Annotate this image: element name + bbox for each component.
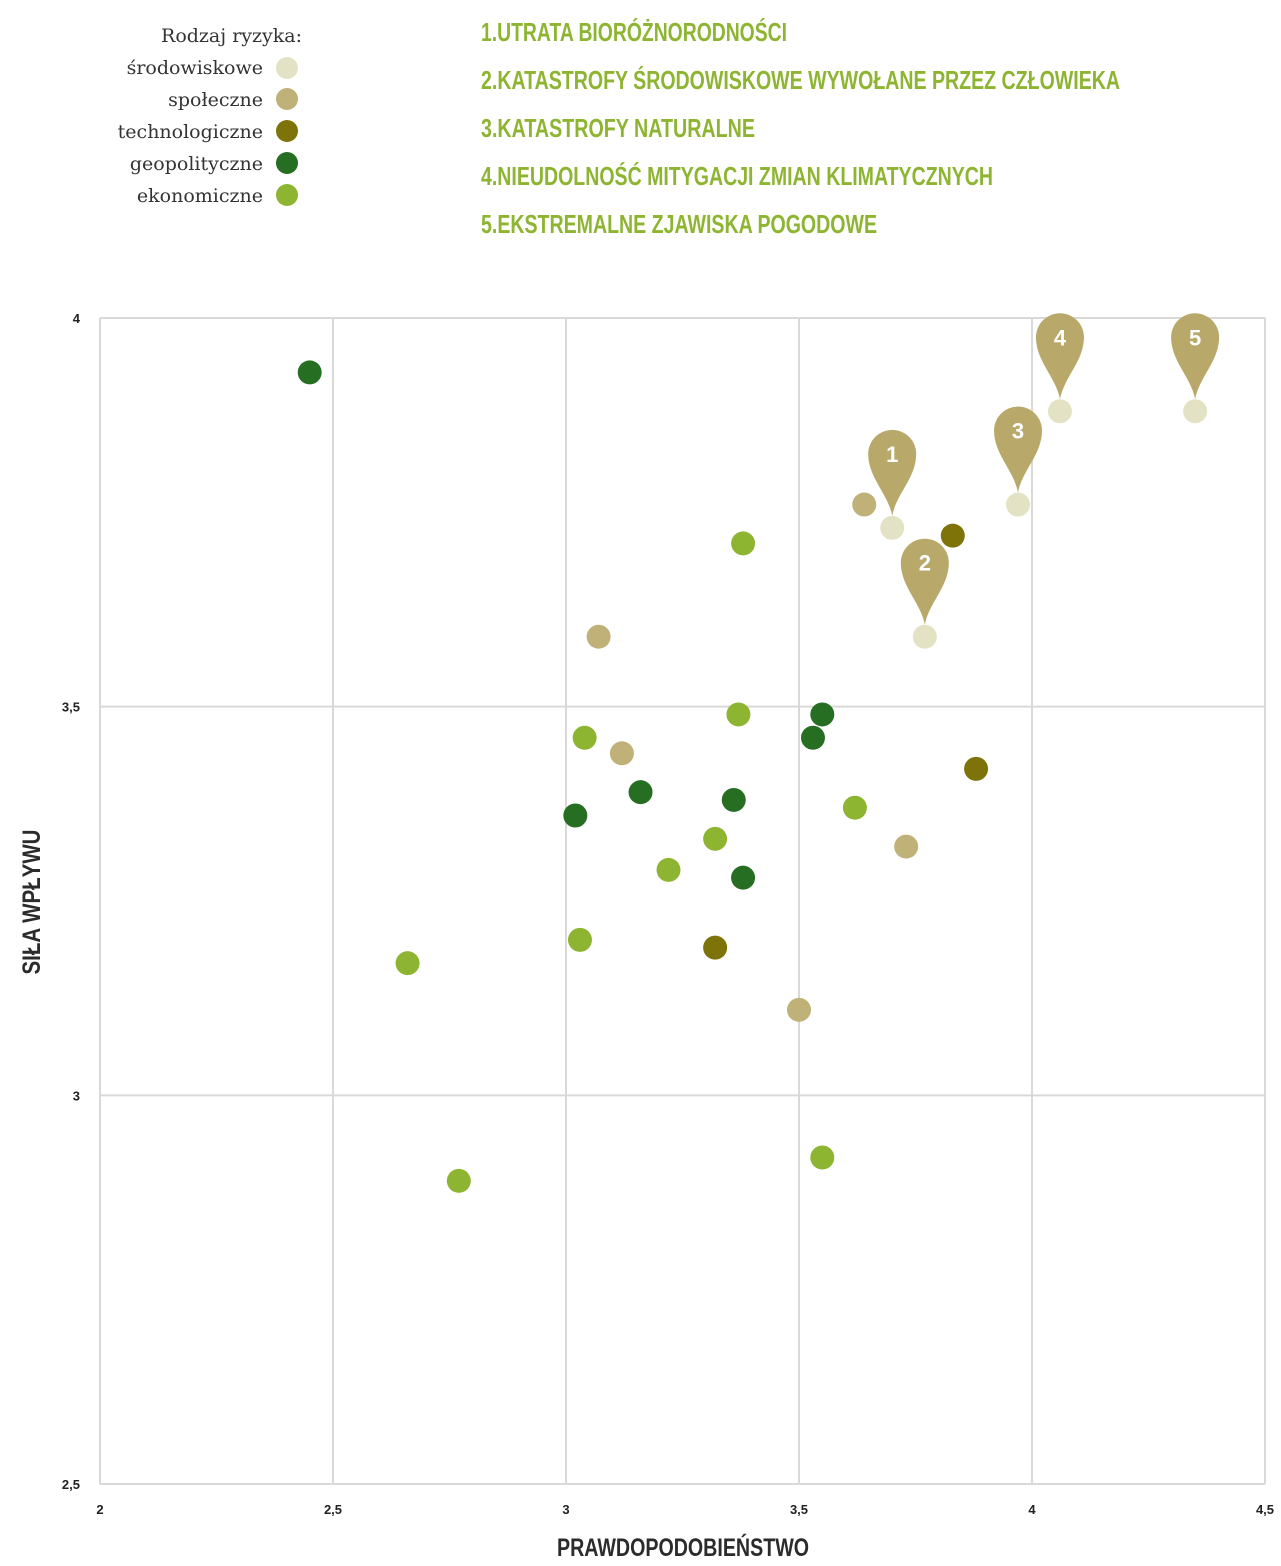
- top-risk-list: 1.UTRATA BIORÓŻNORODNOŚCI 2.KATASTROFY Ś…: [481, 17, 1120, 239]
- data-point: [810, 702, 835, 727]
- data-point: [567, 927, 592, 952]
- x-tick-label: 3,5: [790, 1502, 808, 1517]
- data-point: [656, 857, 681, 882]
- data-point: [563, 803, 588, 828]
- data-point: [703, 935, 728, 960]
- data-point: [628, 780, 653, 805]
- legend-swatch-geopolityczne: [276, 152, 298, 174]
- data-point: [894, 834, 919, 859]
- callout-pin-label: 1: [886, 442, 898, 467]
- legend-swatch-spoleczne: [276, 88, 298, 110]
- top-risk-item-5: 5.EKSTREMALNE ZJAWISKA POGODOWE: [481, 209, 877, 239]
- legend-label-technologiczne: technologiczne: [118, 121, 263, 143]
- data-point: [1006, 492, 1031, 517]
- data-point: [446, 1168, 471, 1193]
- y-tick-label: 2,5: [62, 1477, 80, 1492]
- x-axis-title: PRAWDOPODOBIEŃSTWO: [557, 1533, 809, 1562]
- data-points: [297, 360, 1208, 1193]
- x-tick-label: 2,5: [324, 1502, 342, 1517]
- legend-label-spoleczne: społeczne: [168, 89, 263, 111]
- data-point: [810, 1145, 835, 1170]
- x-tick-label: 4: [1028, 1502, 1036, 1517]
- data-point: [1047, 399, 1072, 424]
- legend: Rodzaj ryzyka: środowiskowe społeczne te…: [118, 25, 302, 207]
- callout-pin-3: [994, 406, 1043, 493]
- data-point: [586, 624, 611, 649]
- x-tick-label: 3: [562, 1502, 569, 1517]
- data-point: [297, 360, 322, 385]
- callout-pin-label: 4: [1054, 325, 1067, 350]
- data-point: [731, 531, 756, 556]
- legend-swatch-ekonomiczne: [276, 184, 298, 206]
- data-point: [787, 997, 811, 1022]
- callout-pin-label: 3: [1012, 419, 1024, 444]
- y-tick-label: 3,5: [62, 700, 80, 715]
- legend-label-srodowiskowe: środowiskowe: [127, 57, 263, 79]
- data-point: [842, 795, 867, 820]
- callout-pin-2: [900, 538, 949, 625]
- callout-pin-4: [1035, 313, 1084, 400]
- data-point: [1183, 399, 1208, 424]
- data-point: [721, 787, 746, 812]
- callout-pin-5: [1171, 313, 1220, 400]
- data-point: [912, 624, 937, 649]
- data-point: [880, 515, 905, 540]
- data-point: [703, 826, 728, 851]
- callout-pin-label: 5: [1189, 325, 1201, 350]
- legend-swatch-technologiczne: [276, 120, 298, 142]
- legend-swatch-srodowiskowe: [276, 57, 298, 79]
- y-axis-title: SIŁA WPŁYWU: [18, 830, 46, 975]
- data-point: [940, 523, 965, 548]
- data-point: [395, 951, 420, 976]
- top-risk-item-1: 1.UTRATA BIORÓŻNORODNOŚCI: [481, 17, 787, 47]
- legend-title: Rodzaj ryzyka:: [161, 25, 302, 47]
- data-point: [964, 756, 989, 781]
- callout-pins: 1 2 3 4 5: [868, 313, 1220, 625]
- y-tick-label: 4: [73, 311, 81, 326]
- callout-pin-label: 2: [919, 551, 931, 576]
- plot-grid: [99, 317, 1266, 1485]
- callout-pin-1: [868, 429, 917, 516]
- top-risk-item-3: 3.KATASTROFY NATURALNE: [481, 113, 755, 143]
- data-point: [726, 702, 751, 727]
- data-point: [731, 865, 756, 890]
- data-point: [572, 725, 597, 750]
- legend-label-ekonomiczne: ekonomiczne: [137, 185, 263, 207]
- legend-label-geopolityczne: geopolityczne: [130, 153, 263, 175]
- x-tick-label: 4,5: [1256, 1502, 1274, 1517]
- data-point: [852, 492, 877, 517]
- y-tick-label: 3: [73, 1088, 80, 1103]
- data-point: [800, 725, 825, 750]
- data-point: [609, 741, 634, 766]
- top-risk-item-2: 2.KATASTROFY ŚRODOWISKOWE WYWOŁANE PRZEZ…: [481, 65, 1120, 95]
- x-tick-label: 2: [96, 1502, 103, 1517]
- top-risk-item-4: 4.NIEUDOLNOŚĆ MITYGACJI ZMIAN KLIMATYCZN…: [481, 161, 993, 191]
- axis-ticks: 2 2,5 3 3,5 4 4,5 2,5 3 3,5 4: [62, 311, 1274, 1517]
